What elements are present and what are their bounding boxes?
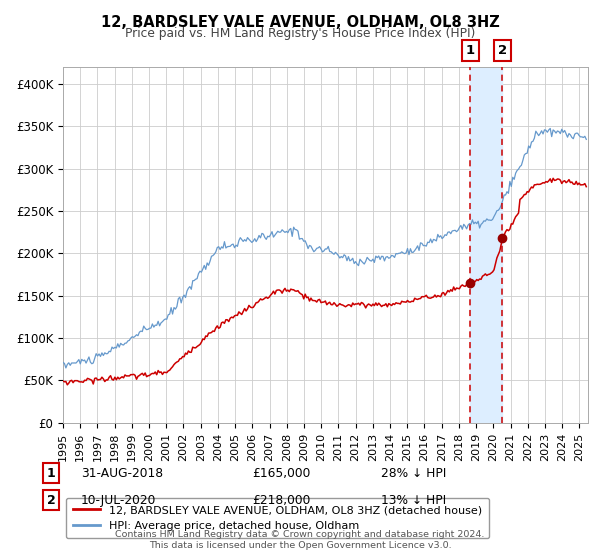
Text: £165,000: £165,000 bbox=[252, 466, 310, 480]
Text: 28% ↓ HPI: 28% ↓ HPI bbox=[381, 466, 446, 480]
Text: 1: 1 bbox=[47, 466, 55, 480]
Text: Contains HM Land Registry data © Crown copyright and database right 2024.: Contains HM Land Registry data © Crown c… bbox=[115, 530, 485, 539]
Text: 2: 2 bbox=[498, 44, 507, 57]
Text: 31-AUG-2018: 31-AUG-2018 bbox=[81, 466, 163, 480]
Text: 12, BARDSLEY VALE AVENUE, OLDHAM, OL8 3HZ: 12, BARDSLEY VALE AVENUE, OLDHAM, OL8 3H… bbox=[101, 15, 499, 30]
Text: This data is licensed under the Open Government Licence v3.0.: This data is licensed under the Open Gov… bbox=[149, 541, 451, 550]
Text: Price paid vs. HM Land Registry's House Price Index (HPI): Price paid vs. HM Land Registry's House … bbox=[125, 27, 475, 40]
Text: 13% ↓ HPI: 13% ↓ HPI bbox=[381, 493, 446, 507]
Bar bbox=[470, 67, 502, 423]
Text: 2: 2 bbox=[47, 493, 55, 507]
Text: 10-JUL-2020: 10-JUL-2020 bbox=[81, 493, 157, 507]
Text: 1: 1 bbox=[466, 44, 475, 57]
Text: £218,000: £218,000 bbox=[252, 493, 310, 507]
Legend: 12, BARDSLEY VALE AVENUE, OLDHAM, OL8 3HZ (detached house), HPI: Average price, : 12, BARDSLEY VALE AVENUE, OLDHAM, OL8 3H… bbox=[66, 498, 489, 538]
